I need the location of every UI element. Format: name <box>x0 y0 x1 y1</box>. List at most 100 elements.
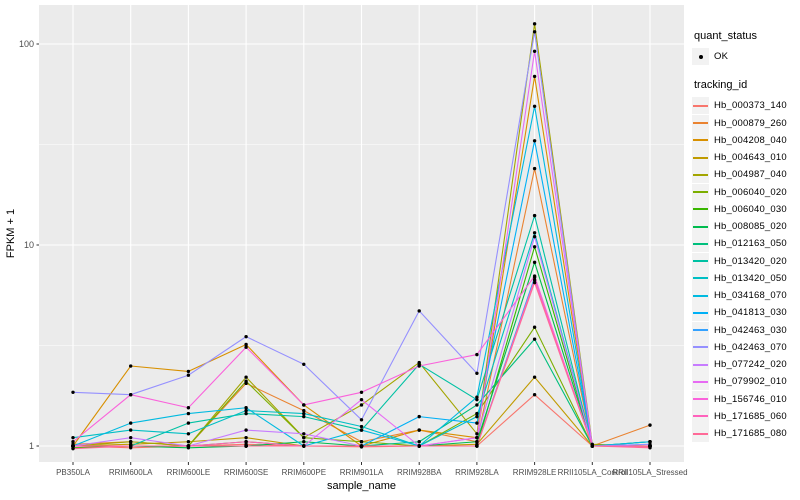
data-point <box>532 49 537 53</box>
legend-item-tracking-id: Hb_000373_140 <box>692 97 800 115</box>
data-point <box>302 440 306 444</box>
legend-line-swatch <box>693 139 708 142</box>
data-point <box>244 342 248 347</box>
data-point <box>532 260 537 265</box>
data-point <box>475 352 479 357</box>
legend-label: Hb_006040_020 <box>714 186 787 198</box>
data-point <box>532 325 537 329</box>
legend-line-swatch <box>693 242 708 245</box>
legend-item-tracking-id: Hb_006040_030 <box>692 200 800 218</box>
legend-key-box <box>692 131 709 149</box>
data-point <box>532 234 537 239</box>
x-tick-label: RRIM600LA <box>109 468 153 477</box>
legend-item-tracking-id: Hb_041813_030 <box>692 304 800 322</box>
data-point <box>417 364 421 368</box>
legend-key-box <box>692 149 709 167</box>
legend-item-tracking-id: Hb_042463_070 <box>692 338 800 356</box>
data-point <box>302 362 306 366</box>
data-point <box>244 408 248 413</box>
data-point <box>532 274 537 278</box>
x-tick-label: RRII105LA_Control <box>558 468 628 477</box>
data-point <box>417 428 421 432</box>
legend-item-tracking-id: Hb_008085_020 <box>692 218 800 236</box>
data-point <box>129 440 133 444</box>
data-point <box>475 414 479 419</box>
legend-line-swatch <box>693 122 708 125</box>
data-point <box>475 397 479 402</box>
legend-tracking-id-items: Hb_000373_140 Hb_000879_260 Hb_004208_040 H… <box>692 97 800 443</box>
data-point <box>186 444 191 448</box>
data-point <box>129 364 133 368</box>
data-point <box>244 334 248 339</box>
legend: quant_status OK tracking_id Hb_000373_14… <box>692 26 800 443</box>
legend-line-swatch <box>693 329 708 332</box>
legend-key-box <box>692 425 709 443</box>
data-point <box>302 435 306 440</box>
data-point <box>648 446 652 450</box>
data-point <box>532 375 537 379</box>
data-point <box>359 444 364 448</box>
data-point <box>359 397 364 402</box>
y-tick-label: 10 <box>24 240 34 250</box>
data-point <box>475 432 479 436</box>
legend-item-tracking-id: Hb_077242_020 <box>692 356 800 374</box>
data-point <box>532 337 537 341</box>
legend-key-box <box>692 287 709 305</box>
legend-line-swatch <box>693 208 708 211</box>
data-point <box>532 22 537 26</box>
data-point <box>186 421 191 425</box>
legend-title-quant-status: quant_status <box>694 30 757 42</box>
legend-item-tracking-id: Hb_004643_010 <box>692 149 800 167</box>
data-point <box>71 440 75 444</box>
data-point <box>129 392 133 397</box>
x-tick-label: RRIM928BA <box>397 468 442 477</box>
legend-key-box <box>692 48 709 66</box>
data-point <box>359 428 364 432</box>
legend-label: Hb_000879_260 <box>714 117 787 129</box>
legend-key-box <box>692 183 709 201</box>
data-point <box>475 403 479 407</box>
data-point <box>186 411 191 416</box>
legend-key-box <box>692 252 709 270</box>
data-point <box>302 403 306 407</box>
data-point <box>302 432 306 436</box>
legend-key-box <box>692 97 709 115</box>
legend-key-box <box>692 321 709 339</box>
legend-key-box <box>692 373 709 391</box>
data-point <box>302 408 306 413</box>
point-symbol-icon <box>698 54 703 59</box>
data-point <box>244 375 248 379</box>
legend-label: Hb_041813_030 <box>714 307 787 319</box>
legend-title-tracking-id: tracking_id <box>694 79 748 92</box>
legend-label: Hb_000373_140 <box>714 100 787 112</box>
data-point <box>71 435 75 440</box>
legend-key-box <box>692 114 709 132</box>
legend-key-box <box>692 235 709 253</box>
data-point <box>417 440 421 444</box>
legend-line-swatch <box>693 415 708 418</box>
data-point <box>244 444 248 448</box>
legend-key-box <box>692 390 709 408</box>
legend-item-tracking-id: Hb_171685_060 <box>692 407 800 425</box>
legend-key-box <box>692 356 709 374</box>
data-point <box>648 440 652 444</box>
data-point <box>359 390 364 394</box>
legend-item-tracking-id: Hb_042463_030 <box>692 321 800 339</box>
legend-label: Hb_006040_030 <box>714 203 787 215</box>
data-point <box>475 371 479 375</box>
legend-line-swatch <box>693 173 708 176</box>
y-tick-label: 100 <box>19 39 34 49</box>
data-point <box>417 414 421 419</box>
legend-label: Hb_171685_060 <box>714 410 787 422</box>
legend-line-swatch <box>693 432 708 435</box>
legend-line-swatch <box>693 156 708 159</box>
legend-item-tracking-id: Hb_079902_010 <box>692 373 800 391</box>
data-point <box>244 345 248 349</box>
legend-item-tracking-id: Hb_004987_040 <box>692 166 800 184</box>
legend-item-tracking-id: Hb_156746_010 <box>692 390 800 408</box>
legend-label: Hb_008085_020 <box>714 221 787 233</box>
data-point <box>302 444 306 448</box>
y-tick-label: 1 <box>29 441 34 451</box>
data-point <box>186 406 191 410</box>
